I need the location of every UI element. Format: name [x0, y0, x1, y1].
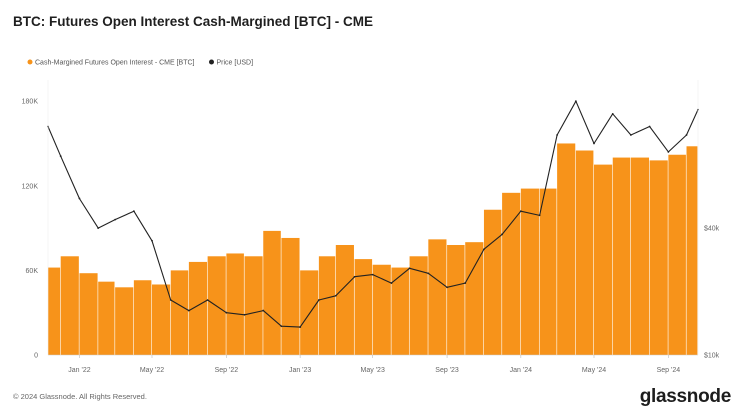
oi-bar — [79, 273, 98, 355]
oi-bar — [409, 256, 428, 355]
y-right-tick-label: $10k — [704, 353, 720, 360]
oi-bar — [520, 188, 539, 355]
oi-bar — [335, 245, 354, 355]
open-interest-bars — [48, 143, 698, 355]
price-point — [114, 218, 117, 221]
oi-bar — [115, 287, 134, 355]
x-tick-label: Sep '22 — [215, 367, 239, 374]
legend-marker-0 — [27, 59, 33, 65]
oi-bar — [575, 150, 594, 355]
price-point — [464, 282, 467, 284]
price-point — [206, 299, 209, 301]
price-point — [556, 134, 559, 136]
oi-bar — [465, 242, 484, 355]
price-point — [299, 326, 302, 328]
x-tick-label: Jan '22 — [68, 367, 90, 374]
x-tick-label: Sep '23 — [435, 367, 459, 374]
x-tick-label: May '22 — [140, 367, 164, 374]
oi-bar — [649, 160, 668, 355]
oi-bar — [391, 267, 409, 355]
legend-label-0: Cash-Margined Futures Open Interest - CM… — [35, 60, 195, 67]
y-left-tick-label: 60K — [26, 268, 39, 275]
price-point — [169, 299, 172, 301]
x-tick-label: Jan '24 — [510, 367, 532, 374]
x-tick-label: Sep '24 — [657, 367, 681, 374]
chart-axes: 0 60K 120K 180K $10k $40k Jan '22 May '22 Sep '2… — [22, 80, 720, 374]
x-tick-label: May '23 — [361, 367, 385, 374]
oi-bar — [630, 157, 650, 355]
price-point — [519, 210, 522, 213]
price-point — [151, 239, 153, 242]
oi-bar — [539, 188, 557, 355]
price-point — [59, 155, 62, 158]
oi-bar — [447, 245, 465, 355]
price-point — [371, 273, 374, 276]
x-tick-label: Jan '23 — [289, 367, 311, 374]
price-point — [353, 275, 356, 278]
y-left-tick-label: 180K — [22, 99, 39, 106]
price-point — [334, 294, 337, 297]
oi-bar — [98, 281, 115, 355]
oi-bar — [226, 253, 244, 355]
oi-bar — [557, 143, 576, 355]
oi-bar — [372, 264, 391, 355]
price-point — [280, 325, 283, 328]
price-line-group — [47, 100, 699, 328]
price-point — [97, 227, 100, 229]
oi-bar — [686, 146, 698, 355]
price-point — [446, 286, 448, 289]
oi-bar — [612, 157, 631, 355]
price-point — [685, 134, 688, 136]
price-point — [317, 299, 320, 301]
oi-bar — [244, 256, 263, 355]
x-tick-label: May '24 — [582, 367, 606, 374]
oi-bar — [48, 267, 61, 355]
legend-label-1: Price [USD] — [217, 60, 254, 67]
price-point — [243, 313, 246, 316]
price-point — [225, 311, 228, 314]
oi-bar — [188, 261, 208, 355]
price-point — [408, 267, 411, 270]
y-left-tick-label: 0 — [34, 353, 38, 360]
oi-bar — [428, 239, 447, 355]
price-point — [611, 112, 614, 115]
oi-bar — [263, 230, 281, 355]
y-right-tick-label: $40k — [704, 226, 720, 233]
price-point — [501, 233, 503, 236]
oi-bar — [354, 259, 373, 355]
y-left-tick-label: 120K — [22, 183, 39, 190]
price-point — [78, 197, 81, 200]
legend-marker-1 — [209, 59, 214, 65]
oi-bar — [152, 284, 171, 355]
price-point — [574, 100, 577, 103]
copyright-text: © 2024 Glassnode. All Rights Reserved. — [13, 392, 147, 401]
oi-bar — [300, 270, 319, 355]
price-point — [132, 210, 135, 213]
oi-bar — [668, 154, 686, 355]
oi-bar — [281, 237, 300, 355]
chart-legend: Cash-Margined Futures Open Interest - CM… — [27, 59, 254, 67]
oi-bar — [133, 280, 152, 355]
price-point — [593, 142, 595, 145]
price-point — [629, 134, 632, 136]
oi-bar — [60, 256, 79, 355]
price-point — [187, 309, 190, 312]
price-point — [538, 214, 541, 217]
oi-bar — [483, 209, 502, 355]
oi-bar — [594, 164, 613, 355]
price-point — [667, 151, 670, 153]
price-point — [483, 248, 485, 251]
oi-bar — [170, 270, 189, 355]
oi-bar — [502, 192, 521, 355]
price-point — [262, 309, 265, 312]
price-point — [390, 282, 393, 284]
chart-title: BTC: Futures Open Interest Cash-Margined… — [13, 14, 374, 29]
glassnode-logo: glassnode — [639, 386, 732, 407]
oi-bar — [318, 256, 336, 355]
price-point — [427, 272, 430, 275]
price-point — [648, 125, 651, 128]
